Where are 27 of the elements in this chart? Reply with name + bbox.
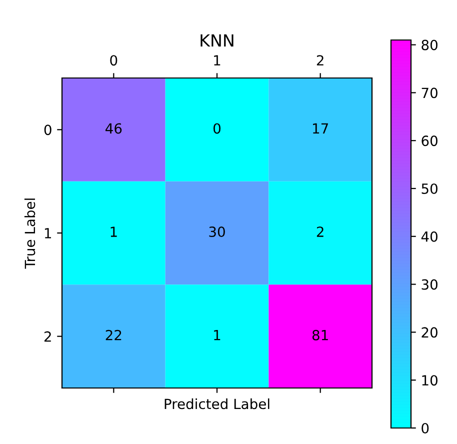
x-axis-title: Predicted Label <box>164 398 270 410</box>
y-tick-label: 0 <box>44 124 52 136</box>
y-tick-label: 2 <box>44 331 51 342</box>
data-label: 1 <box>214 330 220 340</box>
data-label: 2 <box>316 226 324 237</box>
chart-title: KNN <box>200 34 234 47</box>
y-tick-label: 1 <box>44 228 51 238</box>
data-label: 81 <box>312 330 328 340</box>
y-axis-title: True Label <box>24 198 36 269</box>
color-bar-label: 80 <box>422 40 438 50</box>
data-label: 22 <box>106 330 122 340</box>
color-bar-label: 0 <box>422 422 429 434</box>
data-label: 46 <box>106 123 122 134</box>
data-label: 1 <box>110 226 117 237</box>
color-bar-label: 50 <box>422 183 438 194</box>
color-bar-label: 60 <box>422 136 438 146</box>
color-bar-label: 30 <box>422 279 438 290</box>
x-tick-label: 1 <box>214 55 220 66</box>
x-tick-label: 2 <box>316 55 324 66</box>
x-tick-label: 0 <box>110 55 118 66</box>
color-bar-label: 40 <box>421 231 438 242</box>
color-bar-label: 20 <box>422 327 438 338</box>
color-bar-label: 10 <box>422 375 438 386</box>
data-label: 30 <box>209 226 225 238</box>
color-bar-label: 70 <box>422 88 438 98</box>
data-label: 17 <box>313 123 328 134</box>
data-label: 0 <box>213 123 220 134</box>
